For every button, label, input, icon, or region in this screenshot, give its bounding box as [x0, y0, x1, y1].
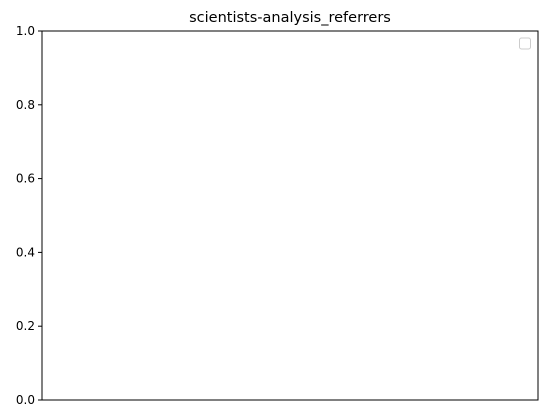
- y-tick-label: 0.4: [16, 245, 35, 259]
- y-axis: 0.0 0.2 0.4 0.6 0.8 1.0: [16, 24, 42, 407]
- y-tick-label: 0.6: [16, 172, 35, 186]
- y-tick-label: 0.2: [16, 319, 35, 333]
- y-tick-label: 0.0: [16, 393, 35, 407]
- chart-title: scientists-analysis_referrers: [189, 10, 391, 26]
- y-tick-label: 1.0: [16, 24, 35, 38]
- legend-box: [519, 37, 531, 50]
- plot-area-frame: [41, 30, 539, 401]
- y-tick-label: 0.8: [16, 98, 35, 112]
